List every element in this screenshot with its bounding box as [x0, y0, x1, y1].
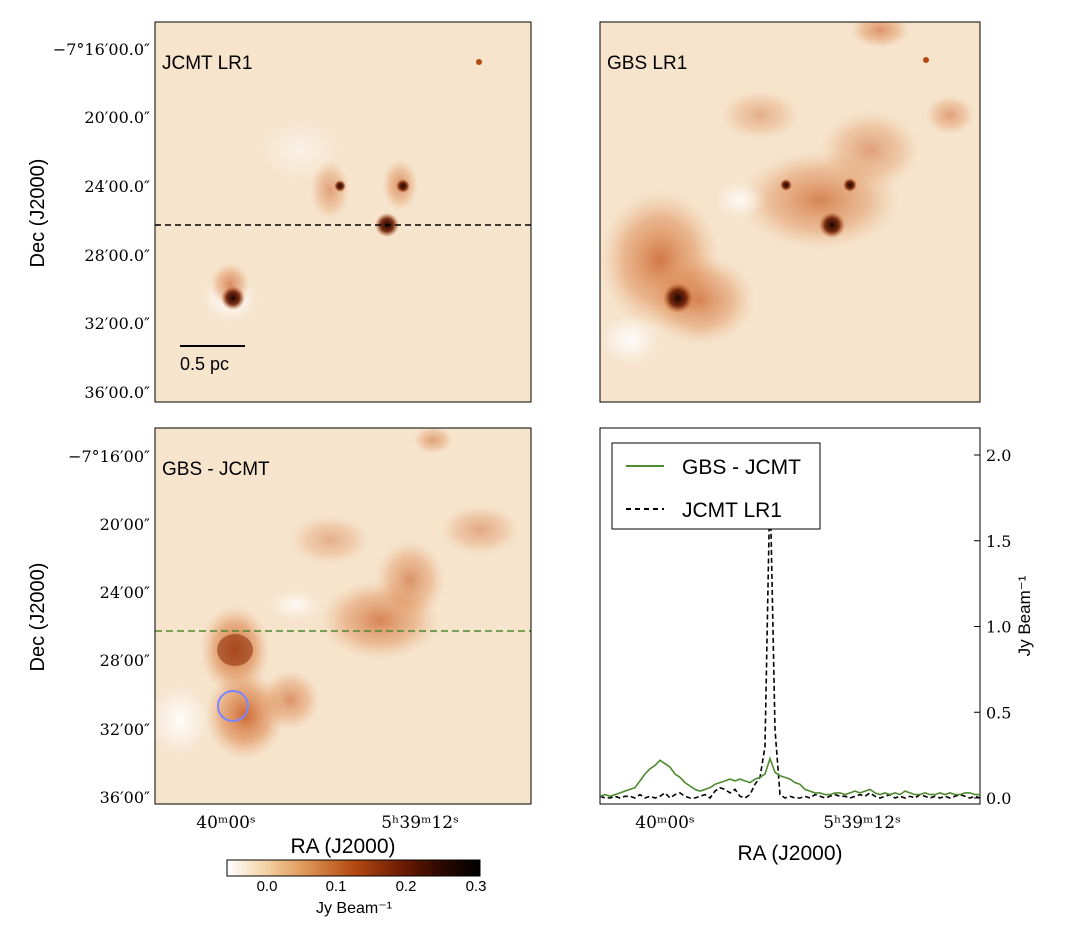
legend-label: GBS - JCMT — [682, 456, 801, 479]
x-axis-title: RA (J2000) — [737, 842, 842, 865]
dec-tick-label: −7°16′00″ — [68, 447, 150, 466]
y-tick-label: 1.0 — [986, 618, 1011, 637]
source-core — [780, 179, 792, 191]
source-core — [396, 179, 410, 193]
source-core — [843, 178, 857, 192]
source-core — [663, 283, 693, 313]
series-line-gbs-jcmt — [599, 756, 980, 798]
y-axis-title: Jy Beam⁻¹ — [1015, 575, 1034, 656]
source-core — [819, 212, 845, 238]
colorbar-gradient — [226, 859, 481, 877]
ra-axis-title: RA (J2000) — [290, 835, 395, 858]
dec-axis-title: Dec (J2000) — [27, 159, 49, 268]
dec-tick-label: 36′00.0″ — [84, 383, 150, 402]
panel-frame — [599, 21, 981, 403]
ra-tick-label: 40ᵐ00ˢ — [196, 813, 255, 833]
dec-axis-bottom: −7°16′00″ 20′00″ 24′00″ 28′00″ 32′00″ 36… — [68, 447, 150, 807]
panel-label: JCMT LR1 — [162, 53, 252, 74]
point-source — [923, 57, 929, 63]
panel-gbs-lr1: GBS LR1 — [599, 21, 981, 403]
dec-tick-label: 36′00″ — [100, 788, 150, 807]
dec-tick-label: 28′00.0″ — [84, 246, 150, 265]
colorbar-tick-label: 0.3 — [466, 878, 487, 895]
legend-box — [611, 442, 821, 530]
legend: GBS - JCMT JCMT LR1 — [611, 442, 821, 530]
dec-tick-label: 24′00.0″ — [84, 177, 150, 196]
ra-tick-label: 5ʰ39ᵐ12ˢ — [381, 813, 459, 833]
highlight-circle — [217, 690, 249, 722]
colorbar-tick-label: 0.2 — [396, 878, 417, 895]
point-source — [476, 59, 482, 65]
colorbar-tick-label: 0.0 — [257, 878, 278, 895]
source-core — [221, 286, 245, 310]
panel-label: GBS LR1 — [607, 53, 687, 74]
ra-axis-left: 40ᵐ00ˢ 5ʰ39ᵐ12ˢ — [196, 813, 459, 833]
dec-tick-label: 20′00″ — [100, 515, 150, 534]
y-tick-label: 2.0 — [986, 446, 1011, 465]
panel-label: GBS - JCMT — [162, 459, 270, 480]
dec-tick-label: 32′00.0″ — [84, 314, 150, 333]
dec-tick-label: 20′00.0″ — [84, 108, 150, 127]
x-tick-label: 5ʰ39ᵐ12ˢ — [823, 813, 901, 833]
line-plot: 0.0 0.5 1.0 1.5 2.0 40ᵐ00ˢ 5ʰ39ᵐ12ˢ RA (J200… — [599, 427, 1034, 865]
source-core — [334, 180, 346, 192]
colorbar: 0.0 0.1 0.2 0.3 Jy Beam⁻¹ — [226, 859, 487, 917]
scale-bar-label: 0.5 pc — [180, 354, 229, 374]
dec-tick-label: −7°16′00.0″ — [53, 40, 150, 59]
dec-tick-label: 32′00″ — [100, 720, 150, 739]
dec-tick-label: 24′00″ — [100, 583, 150, 602]
panel-frame — [154, 21, 532, 403]
series-line-jcmt-lr1 — [599, 480, 981, 800]
y-tick-label: 0.0 — [986, 789, 1011, 808]
panel-jcmt-lr1: JCMT LR1 0.5 pc — [154, 21, 532, 403]
dec-axis-title: Dec (J2000) — [27, 563, 49, 672]
y-tick-label: 1.5 — [986, 532, 1011, 551]
panel-frame — [154, 427, 532, 805]
y-tick-label: 0.5 — [986, 703, 1011, 722]
colorbar-tick-label: 0.1 — [326, 878, 347, 895]
dec-tick-label: 28′00″ — [100, 651, 150, 670]
x-tick-label: 40ᵐ00ˢ — [635, 813, 694, 833]
legend-label: JCMT LR1 — [682, 499, 782, 522]
panel-gbs-minus-jcmt: GBS - JCMT — [154, 427, 532, 805]
colorbar-label: Jy Beam⁻¹ — [316, 900, 392, 917]
dec-axis-top: −7°16′00.0″ 20′00.0″ 24′00.0″ 28′00.0″ 3… — [53, 40, 150, 402]
